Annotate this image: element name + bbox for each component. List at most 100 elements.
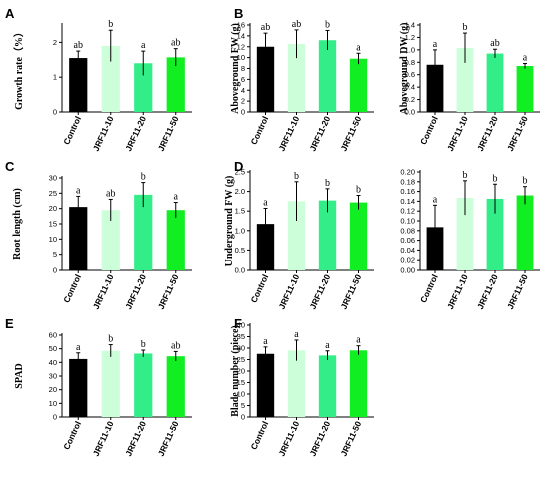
x-tick-label: JRF11-20: [123, 419, 148, 457]
significance-label: b: [294, 171, 299, 182]
significance-label: b: [141, 339, 146, 350]
bar-jrf11-20: [134, 353, 153, 417]
bar-jrf11-20: [318, 200, 337, 270]
y-axis-label: Root length (cm): [12, 188, 23, 260]
significance-label: b: [463, 170, 468, 181]
x-tick-label: Control: [418, 115, 440, 147]
panel-d1: D Underground FW (g)0.0 0.5 1.0 1.5 2.0 2.5 a Co…: [224, 159, 374, 311]
bar-jrf11-20: [486, 53, 504, 112]
y-tick-label: 2: [53, 38, 57, 47]
bar-jrf11-50: [166, 210, 185, 270]
y-tick-label: 5: [53, 250, 57, 259]
bar-control: [69, 358, 88, 417]
x-tick-label: JRF11-10: [276, 419, 301, 457]
y-tick-label: 4: [241, 86, 245, 95]
bar-jrf11-50: [516, 66, 534, 112]
bar-jrf11-10: [456, 197, 474, 270]
bar-jrf11-50: [166, 57, 185, 112]
y-tick-label: 40: [237, 321, 245, 330]
y-axis-label: Growth rate（%）: [12, 27, 25, 110]
bar-jrf11-10: [456, 47, 474, 112]
x-tick-label: JRF11-10: [276, 114, 301, 152]
x-tick-label: JRF11-20: [123, 272, 148, 310]
y-axis-label: Aboveground FW (g): [230, 23, 241, 114]
significance-label: ab: [490, 38, 499, 49]
x-tick-label: JRF11-50: [156, 419, 181, 457]
significance-label: ab: [171, 340, 180, 351]
bar-jrf11-50: [166, 356, 185, 417]
y-tick-label: 0.00: [400, 266, 415, 275]
y-tick-label: 40: [49, 358, 57, 367]
significance-label: a: [294, 329, 299, 340]
y-tick-label: 2.5: [235, 168, 245, 177]
panel-letter: C: [5, 159, 15, 174]
panel-e: E SPAD 0 10 20 30 40 50 60 a Control b JRF11-10 b JRF1…: [5, 316, 192, 458]
y-tick-label: 0.8: [405, 58, 415, 67]
significance-label: ab: [74, 40, 83, 51]
y-tick-label: 0: [241, 413, 245, 422]
y-tick-label: 10: [49, 399, 57, 408]
bar-control: [256, 46, 275, 112]
y-tick-label: 0.10: [400, 217, 415, 226]
y-tick-label: 30: [49, 174, 57, 183]
y-tick-label: 30: [49, 372, 57, 381]
y-tick-label: 10: [237, 390, 245, 399]
x-tick-label: JRF11-20: [307, 272, 332, 310]
x-tick-label: JRF11-10: [445, 114, 470, 152]
bar-jrf11-20: [134, 194, 153, 270]
y-tick-label: 1.4: [405, 21, 415, 30]
x-tick-label: JRF11-10: [91, 419, 116, 457]
y-tick-label: 50: [49, 344, 57, 353]
significance-label: a: [433, 194, 438, 205]
y-tick-label: 1: [53, 73, 57, 82]
x-tick-label: JRF11-50: [338, 272, 363, 310]
y-tick-label: 30: [237, 344, 245, 353]
y-tick-label: 0.2: [405, 95, 415, 104]
bar-jrf11-10: [101, 45, 120, 112]
y-tick-label: 25: [237, 355, 245, 364]
x-tick-label: JRF11-50: [505, 272, 530, 310]
y-tick-label: 0.12: [400, 207, 415, 216]
significance-label: b: [356, 185, 361, 196]
x-tick-label: JRF11-20: [475, 114, 500, 152]
significance-label: a: [76, 342, 81, 353]
x-tick-label: JRF11-50: [338, 114, 363, 152]
y-tick-label: 0: [53, 108, 57, 117]
significance-label: b: [108, 334, 113, 345]
bar-jrf11-50: [516, 195, 534, 270]
significance-label: b: [325, 178, 330, 189]
y-tick-label: 0.20: [400, 168, 415, 177]
bar-jrf11-10: [287, 350, 306, 417]
y-tick-label: 12: [237, 42, 245, 51]
significance-label: b: [141, 172, 146, 183]
y-tick-label: 0.4: [405, 83, 415, 92]
y-tick-label: 14: [237, 31, 245, 40]
bar-control: [69, 58, 88, 112]
y-tick-label: 0.02: [400, 256, 415, 265]
significance-label: a: [174, 192, 179, 203]
significance-label: a: [356, 335, 361, 346]
y-tick-label: 0: [53, 266, 57, 275]
significance-label: ab: [292, 19, 301, 30]
bar-jrf11-50: [349, 58, 368, 112]
significance-label: a: [433, 39, 438, 50]
y-tick-label: 10: [237, 53, 245, 62]
y-tick-label: 15: [49, 220, 57, 229]
y-tick-label: 8: [241, 64, 245, 73]
bar-control: [426, 64, 444, 112]
x-tick-label: JRF11-10: [445, 272, 470, 310]
y-tick-label: 0.0: [405, 108, 415, 117]
y-tick-label: 0.0: [235, 266, 245, 275]
bar-control: [256, 353, 275, 417]
x-tick-label: Control: [61, 273, 83, 305]
x-tick-label: JRF11-20: [307, 419, 332, 457]
significance-label: a: [263, 197, 268, 208]
significance-label: a: [76, 185, 81, 196]
significance-label: a: [356, 42, 361, 53]
significance-label: b: [108, 19, 113, 30]
y-tick-label: 2: [241, 97, 245, 106]
bar-control: [69, 207, 88, 270]
y-tick-label: 0.06: [400, 236, 415, 245]
